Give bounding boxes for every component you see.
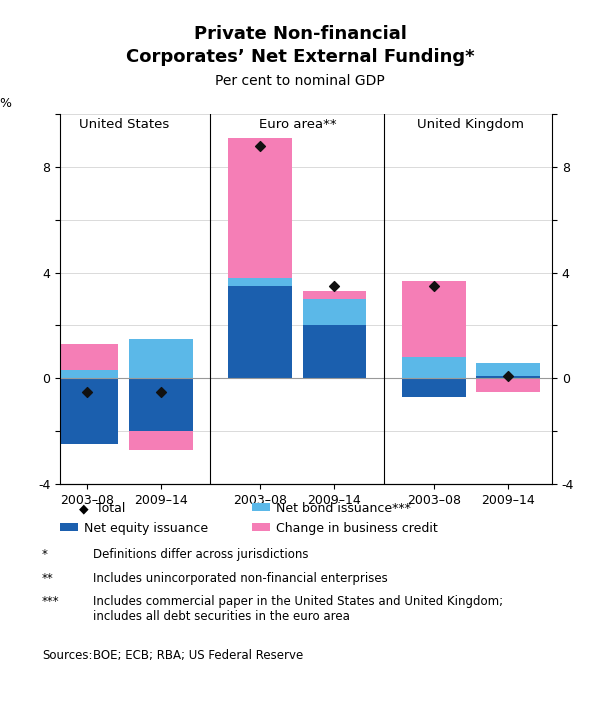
- Point: [156, 386, 166, 397]
- Text: ◆: ◆: [79, 502, 89, 515]
- Text: Corporates’ Net External Funding*: Corporates’ Net External Funding*: [125, 48, 475, 66]
- Text: Private Non-financial: Private Non-financial: [194, 25, 406, 43]
- Text: BOE; ECB; RBA; US Federal Reserve: BOE; ECB; RBA; US Federal Reserve: [93, 649, 303, 662]
- Text: Net bond issuance***: Net bond issuance***: [276, 502, 411, 515]
- Text: United States: United States: [79, 118, 169, 131]
- Bar: [302, 291, 366, 299]
- Bar: [55, 378, 118, 444]
- Text: Includes unincorporated non-financial enterprises: Includes unincorporated non-financial en…: [93, 572, 388, 585]
- Point: [503, 370, 513, 382]
- Bar: [402, 378, 466, 397]
- Bar: [55, 344, 118, 370]
- Bar: [302, 325, 366, 378]
- Point: [329, 280, 339, 291]
- Text: *: *: [42, 548, 48, 561]
- Bar: [402, 281, 466, 357]
- Text: Includes commercial paper in the United States and United Kingdom;
includes all : Includes commercial paper in the United …: [93, 595, 503, 623]
- Bar: [476, 362, 540, 376]
- Bar: [476, 376, 540, 378]
- Point: [429, 280, 439, 291]
- Bar: [229, 286, 292, 378]
- Bar: [302, 299, 366, 325]
- Point: [256, 140, 265, 152]
- Text: **: **: [42, 572, 54, 585]
- Text: Definitions differ across jurisdictions: Definitions differ across jurisdictions: [93, 548, 308, 561]
- Bar: [476, 378, 540, 392]
- Bar: [129, 431, 193, 450]
- Bar: [55, 370, 118, 378]
- Text: ***: ***: [42, 595, 59, 608]
- Text: Total: Total: [96, 502, 125, 515]
- Text: Net equity issuance: Net equity issuance: [84, 522, 208, 535]
- Text: %: %: [0, 98, 11, 110]
- Bar: [402, 357, 466, 378]
- Text: Change in business credit: Change in business credit: [276, 522, 438, 535]
- Bar: [229, 278, 292, 286]
- Text: Sources:: Sources:: [42, 649, 92, 662]
- Bar: [129, 339, 193, 378]
- Point: [82, 386, 91, 397]
- Text: United Kingdom: United Kingdom: [418, 118, 524, 131]
- Text: Euro area**: Euro area**: [259, 118, 336, 131]
- Text: Per cent to nominal GDP: Per cent to nominal GDP: [215, 74, 385, 88]
- Bar: [129, 378, 193, 431]
- Bar: [229, 137, 292, 278]
